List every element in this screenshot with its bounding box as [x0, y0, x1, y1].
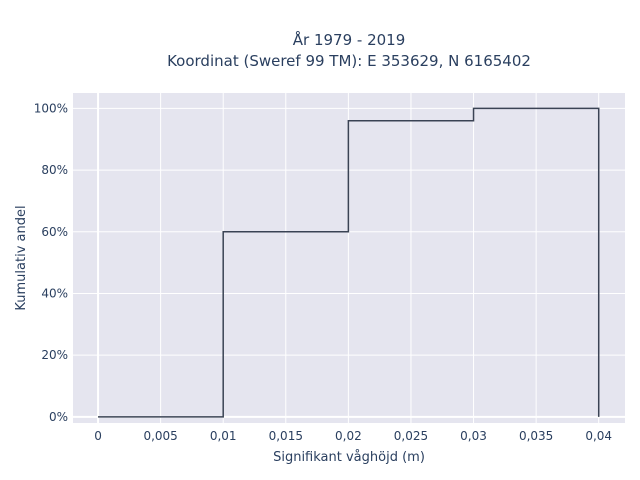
y-axis-title: Kumulativ andel — [14, 205, 29, 310]
x-tick-label: 0,03 — [460, 429, 487, 443]
x-tick-label: 0,025 — [394, 429, 428, 443]
x-tick-label: 0,005 — [143, 429, 177, 443]
series-line — [98, 107, 600, 418]
x-tick-label: 0 — [94, 429, 102, 443]
y-tick-label: 60% — [41, 225, 68, 239]
x-tick-label: 0,02 — [335, 429, 362, 443]
x-axis-ticks: 0 0,005 0,01 0,015 0,02 0,025 0,03 0,035 0,04 — [94, 429, 612, 443]
y-tick-label: 80% — [41, 163, 68, 177]
x-axis-title: Signifikant våghöjd (m) — [273, 450, 425, 465]
x-tick-label: 0,01 — [210, 429, 237, 443]
x-tick-label: 0,04 — [585, 429, 612, 443]
y-tick-label: 20% — [41, 348, 68, 362]
chart-title-line-1: År 1979 - 2019 — [293, 30, 406, 49]
y-tick-label: 40% — [41, 286, 68, 300]
y-axis-ticks: 0% 20% 40% 60% 80% 100% — [34, 101, 68, 423]
y-tick-label: 0% — [49, 410, 68, 424]
x-tick-label: 0,035 — [519, 429, 553, 443]
y-tick-label: 100% — [34, 101, 68, 115]
chart-title-line-2: Koordinat (Sweref 99 TM): E 353629, N 61… — [167, 52, 531, 70]
x-tick-label: 0,015 — [269, 429, 303, 443]
series-group — [98, 107, 600, 418]
